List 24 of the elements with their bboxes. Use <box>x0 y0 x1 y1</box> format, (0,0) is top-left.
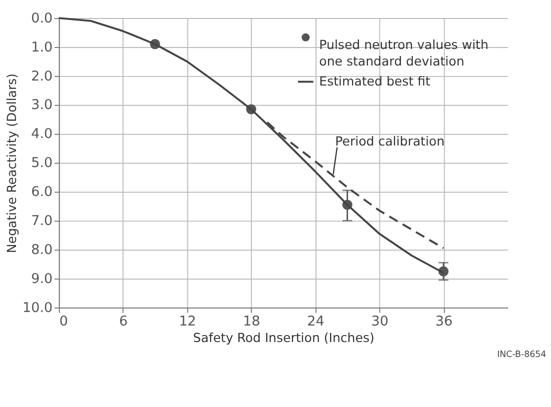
x-tick-label: 24 <box>307 313 324 330</box>
x-tick-label: 6 <box>119 313 128 330</box>
y-tick-label: 7.0 <box>31 213 53 230</box>
y-tick-label: 9.0 <box>31 270 53 287</box>
legend-label: Estimated best fit <box>319 74 430 89</box>
x-tick-label: 18 <box>243 313 260 330</box>
y-tick-label: 6.0 <box>31 184 53 200</box>
x-tick-label: 12 <box>178 313 196 330</box>
y-tick-label: 1.0 <box>31 39 53 56</box>
legend-label: Pulsed neutron values with one standard deviation <box>319 36 488 68</box>
x-tick-label: 30 <box>371 313 388 330</box>
y-axis-title: Negative Reactivity (Dollars) <box>4 73 19 254</box>
annotation: Period calibration <box>335 133 445 148</box>
y-tick-label: 10.0 <box>22 300 53 316</box>
y-tick-label: 5.0 <box>31 155 53 172</box>
y-tick-label: 4.0 <box>31 126 53 142</box>
text: INC-B-8654 <box>497 350 547 360</box>
y-tick-label: 0.0 <box>31 10 53 26</box>
x-axis-title: Safety Rod Insertion (Inches) <box>193 330 374 345</box>
x-tick-label: 36 <box>435 313 453 330</box>
x-tick-label: 0 <box>59 313 68 330</box>
y-tick-label: 3.0 <box>31 97 53 114</box>
y-tick-label: 2.0 <box>31 68 53 84</box>
y-tick-label: 8.0 <box>31 242 53 258</box>
